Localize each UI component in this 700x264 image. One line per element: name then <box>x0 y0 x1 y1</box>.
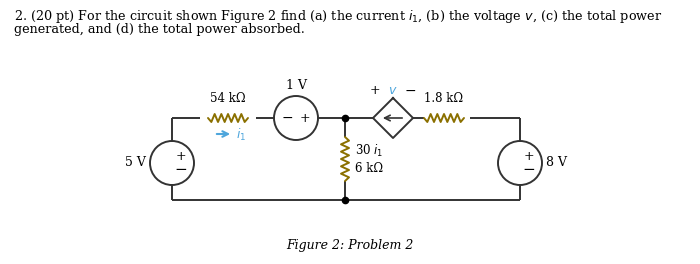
Text: +: + <box>524 149 534 163</box>
Text: generated, and (d) the total power absorbed.: generated, and (d) the total power absor… <box>14 23 305 36</box>
Text: −: − <box>174 163 188 177</box>
Text: 8 V: 8 V <box>546 157 567 169</box>
Text: −: − <box>281 111 293 125</box>
Text: 54 kΩ: 54 kΩ <box>210 92 246 105</box>
Text: 2. (20 pt) For the circuit shown Figure 2 find (a) the current $i_1$, (b) the vo: 2. (20 pt) For the circuit shown Figure … <box>14 8 662 25</box>
Text: +: + <box>370 84 380 97</box>
Text: +: + <box>300 111 310 125</box>
Text: −: − <box>523 163 536 177</box>
Text: 1 V: 1 V <box>286 79 307 92</box>
Text: 5 V: 5 V <box>125 157 146 169</box>
Text: $i_1$: $i_1$ <box>236 127 246 143</box>
Text: 30 $i_1$: 30 $i_1$ <box>355 143 384 159</box>
Text: $v$: $v$ <box>389 84 398 97</box>
Text: −: − <box>404 84 416 98</box>
Text: +: + <box>176 149 186 163</box>
Text: 6 kΩ: 6 kΩ <box>355 163 383 176</box>
Text: Figure 2: Problem 2: Figure 2: Problem 2 <box>286 239 414 252</box>
Text: 1.8 kΩ: 1.8 kΩ <box>424 92 463 105</box>
